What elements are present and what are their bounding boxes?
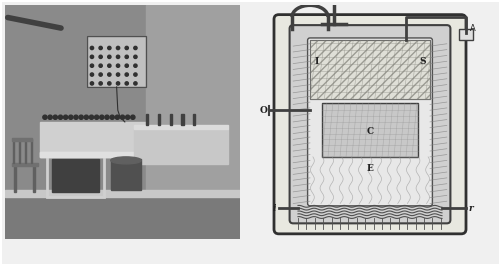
Bar (322, 103, 418, 157)
Polygon shape (111, 159, 142, 189)
Bar (12, 138, 32, 140)
Circle shape (115, 115, 119, 119)
Circle shape (108, 46, 111, 50)
Text: S: S (420, 57, 426, 66)
Circle shape (99, 82, 102, 85)
Circle shape (58, 115, 62, 119)
Ellipse shape (111, 157, 142, 164)
Circle shape (99, 73, 102, 76)
Circle shape (116, 64, 119, 67)
Bar (52, 159, 99, 192)
Bar (88, 36, 146, 87)
Bar (146, 5, 240, 238)
Circle shape (53, 115, 58, 119)
Bar (40, 152, 146, 157)
Circle shape (116, 46, 119, 50)
Bar (158, 114, 160, 125)
Circle shape (100, 115, 104, 119)
Circle shape (90, 73, 94, 76)
Circle shape (130, 115, 135, 119)
Text: I: I (315, 57, 320, 66)
Bar (5, 192, 240, 238)
Text: E: E (366, 164, 374, 173)
Text: A: A (470, 24, 476, 33)
Bar (40, 122, 146, 157)
Bar (48, 154, 104, 197)
Circle shape (134, 82, 137, 85)
Circle shape (108, 73, 111, 76)
Circle shape (90, 64, 94, 67)
Bar (12, 163, 38, 166)
Bar (134, 129, 228, 164)
Circle shape (90, 115, 94, 119)
Circle shape (99, 46, 102, 50)
Circle shape (90, 82, 94, 85)
Text: C: C (366, 127, 374, 136)
Circle shape (105, 115, 109, 119)
Circle shape (116, 82, 119, 85)
Circle shape (116, 55, 119, 59)
Circle shape (120, 115, 124, 119)
Circle shape (108, 55, 111, 59)
Bar (459, 29, 473, 40)
Bar (33, 164, 35, 192)
Circle shape (125, 82, 128, 85)
Circle shape (116, 73, 119, 76)
Bar (14, 164, 16, 192)
Text: i: i (272, 204, 276, 213)
Circle shape (126, 115, 130, 119)
Circle shape (108, 64, 111, 67)
Circle shape (99, 55, 102, 59)
Circle shape (99, 64, 102, 67)
Bar (310, 40, 430, 99)
Circle shape (134, 64, 137, 67)
Circle shape (125, 46, 128, 50)
Text: r: r (468, 204, 473, 213)
Bar (181, 114, 184, 125)
Circle shape (43, 115, 47, 119)
Circle shape (79, 115, 84, 119)
Circle shape (48, 115, 52, 119)
Circle shape (64, 115, 68, 119)
Bar (134, 125, 228, 129)
Circle shape (74, 115, 78, 119)
Bar (25, 139, 26, 163)
Bar (31, 139, 32, 163)
Bar (146, 114, 148, 125)
Bar (170, 114, 172, 125)
Bar (40, 152, 111, 157)
Bar (19, 139, 20, 163)
Circle shape (125, 55, 128, 59)
Circle shape (134, 46, 137, 50)
Circle shape (108, 82, 111, 85)
Circle shape (94, 115, 99, 119)
Bar (193, 114, 196, 125)
FancyBboxPatch shape (308, 38, 432, 206)
Circle shape (110, 115, 114, 119)
FancyArrowPatch shape (8, 17, 61, 28)
FancyBboxPatch shape (274, 15, 466, 234)
Bar (13, 139, 15, 163)
Circle shape (134, 55, 137, 59)
Circle shape (125, 64, 128, 67)
Bar (5, 189, 240, 197)
Circle shape (90, 55, 94, 59)
Text: O: O (260, 106, 267, 115)
Circle shape (90, 46, 94, 50)
Circle shape (84, 115, 88, 119)
Circle shape (68, 115, 73, 119)
Circle shape (125, 73, 128, 76)
Circle shape (134, 73, 137, 76)
Bar (88, 36, 146, 87)
FancyBboxPatch shape (290, 25, 450, 223)
Bar (310, 40, 430, 99)
